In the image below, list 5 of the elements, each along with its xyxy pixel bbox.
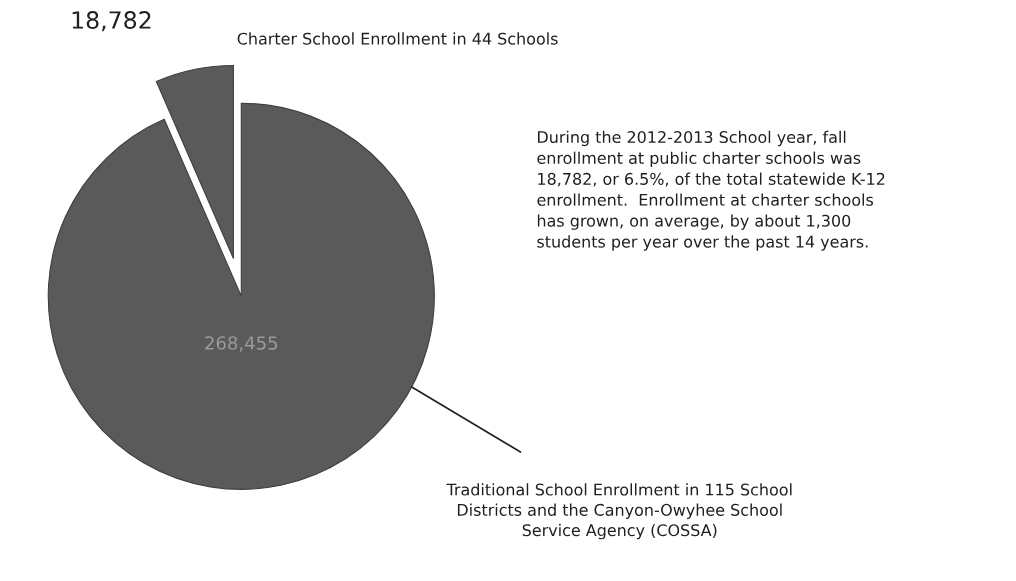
- data-label: 268,455: [205, 336, 278, 352]
- slice-label: Charter School Enrollment in 44 Schools: [237, 32, 558, 45]
- text: During the 2012-2013 School year, fall enrollment at public charter schools was 18,782, or 6.5%, of the total statewide K-12 enrollment. Enrollment at charter schools has grown, on average, by about 1,300 students per year over the past 14 years.: [537, 130, 885, 251]
- slice-label: Traditional School Enrollment in 115 School Districts and the Canyon-Owyhee School Service Agency (COSSA): [446, 483, 792, 540]
- data-label: 18,782: [72, 11, 151, 32]
